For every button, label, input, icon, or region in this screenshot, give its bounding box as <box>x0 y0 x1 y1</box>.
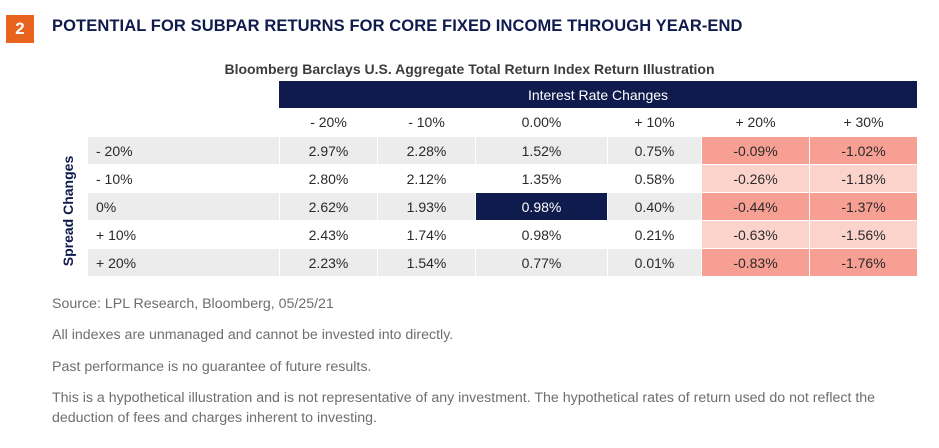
data-cell: -0.63% <box>701 221 809 248</box>
row-label: - 10% <box>96 170 133 187</box>
table-row: - 20% 2.97% 2.28% 1.52% 0.75% -0.09% -1.02% <box>88 136 917 164</box>
disclaimer-indexes: All indexes are unmanaged and cannot be … <box>52 327 454 343</box>
row-label: 0% <box>88 193 279 220</box>
data-cell: 1.35% <box>475 165 607 192</box>
spread-changes-axis-label: Spread Changes <box>55 148 81 274</box>
column-header: + 10% <box>607 108 701 136</box>
data-cell: -1.37% <box>809 193 917 220</box>
data-cell: 2.12% <box>377 165 475 192</box>
data-cell: 1.93% <box>377 193 475 220</box>
data-cell: 0.77% <box>475 249 607 276</box>
data-cell: -0.09% <box>701 137 809 164</box>
data-cell: 2.80% <box>279 165 377 192</box>
data-cell: -1.02% <box>809 137 917 164</box>
interest-rate-changes-header: Interest Rate Changes <box>279 81 917 108</box>
table-header-row: - 20% - 10% 0.00% + 10% + 20% + 30% <box>88 108 917 136</box>
row-label: + 20% <box>88 249 279 276</box>
data-cell: 2.28% <box>377 137 475 164</box>
data-cell: -1.18% <box>809 165 917 192</box>
data-cell: 0.75% <box>607 137 701 164</box>
data-cell: 0.01% <box>607 249 701 276</box>
header-corner <box>88 108 279 136</box>
data-cell: 1.74% <box>377 221 475 248</box>
column-header: + 30% <box>809 108 917 136</box>
source-note: Source: LPL Research, Bloomberg, 05/25/2… <box>52 296 334 312</box>
chart-title: Bloomberg Barclays U.S. Aggregate Total … <box>224 61 715 77</box>
data-cell: -0.26% <box>701 165 809 192</box>
table-row: 0% 2.62% 1.93% 0.98% 0.40% -0.44% -1.37% <box>88 192 917 220</box>
data-cell: -0.83% <box>701 249 809 276</box>
column-header: - 10% <box>377 108 475 136</box>
row-label: - 20% <box>88 137 279 164</box>
row-label: + 10% <box>96 226 137 243</box>
data-cell: 0.98% <box>475 221 607 248</box>
table-row: + 20% 2.23% 1.54% 0.77% 0.01% -0.83% -1.76% <box>88 248 917 276</box>
table-row: - 10% 2.80% 2.12% 1.35% 0.58% -0.26% -1.18% <box>88 164 917 192</box>
returns-table: - 20% - 10% 0.00% + 10% + 20% + 30% - 20… <box>88 108 917 276</box>
disclaimer-past-performance: Past performance is no guarantee of futu… <box>52 359 372 375</box>
figure-title: POTENTIAL FOR SUBPAR RETURNS FOR CORE FI… <box>52 17 743 35</box>
spread-changes-label-text: Spread Changes <box>60 155 77 267</box>
data-cell: 0.21% <box>607 221 701 248</box>
table-row: + 10% 2.43% 1.74% 0.98% 0.21% -0.63% -1.56% <box>88 220 917 248</box>
data-cell: 2.23% <box>279 249 377 276</box>
data-cell: 0.58% <box>607 165 701 192</box>
highlighted-cell: 0.98% <box>475 193 607 220</box>
data-cell: -1.76% <box>809 249 917 276</box>
data-cell: -1.56% <box>809 221 917 248</box>
data-cell: 0.40% <box>607 193 701 220</box>
data-cell: 1.54% <box>377 249 475 276</box>
footnotes: Source: LPL Research, Bloomberg, 05/25/2… <box>52 294 912 428</box>
data-cell: -0.44% <box>701 193 809 220</box>
data-cell: 1.52% <box>475 137 607 164</box>
column-header: + 20% <box>701 108 809 136</box>
data-cell: 2.43% <box>279 221 377 248</box>
data-cell: 2.62% <box>279 193 377 220</box>
column-header: - 20% <box>279 108 377 136</box>
figure-number-badge: 2 <box>6 15 34 43</box>
disclaimer-hypothetical: This is a hypothetical illustration and … <box>52 390 876 426</box>
data-cell: 2.97% <box>279 137 377 164</box>
column-header: 0.00% <box>475 108 607 136</box>
